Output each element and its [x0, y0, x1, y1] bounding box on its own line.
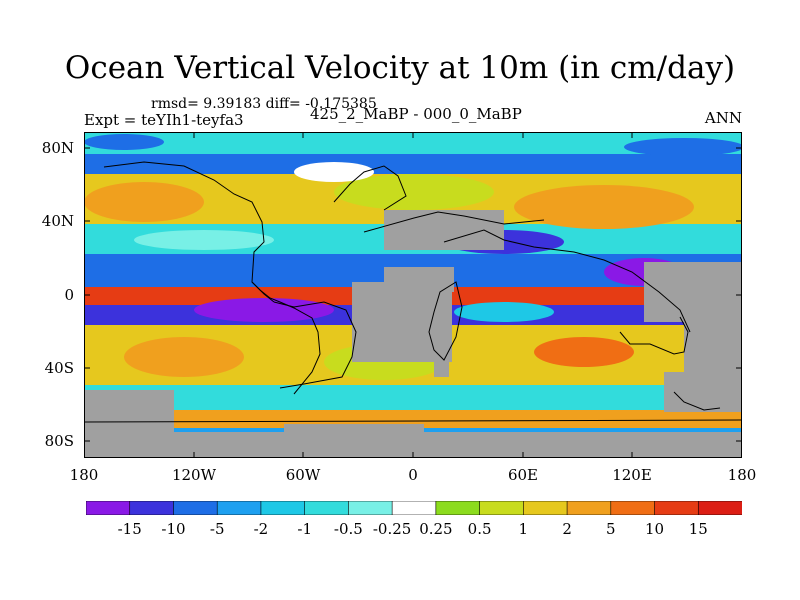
chart-title: Ocean Vertical Velocity at 10m (in cm/da… — [64, 50, 736, 86]
colorbar-segment — [435, 501, 481, 515]
colorbar-segment — [566, 501, 612, 515]
colorbar-label: 0.25 — [419, 520, 453, 538]
stats-line: rmsd= 9.39183 diff= -0.175385 — [151, 96, 377, 112]
lat-label-40s: 40S — [44, 359, 74, 377]
colorbar-segment — [391, 501, 437, 515]
comparison-label: 425_2_MaBP - 000_0_MaBP — [310, 105, 522, 123]
lon-label-0: 0 — [408, 466, 418, 484]
colorbar-segment — [304, 501, 349, 515]
colorbar-label: 0.5 — [467, 520, 492, 538]
colorbar-segment — [348, 501, 393, 515]
colorbar-label: -1 — [297, 520, 312, 538]
velocity-map — [84, 132, 742, 458]
colorbar-segment — [173, 501, 218, 515]
colorbar-label: -0.5 — [333, 520, 363, 538]
lat-label-40n: 40N — [41, 212, 74, 230]
lon-label-120w: 120W — [171, 466, 217, 484]
colorbar-label: 15 — [688, 520, 708, 538]
colorbar-label: -15 — [117, 520, 142, 538]
experiment-label: Expt = teYIh1-teyfa3 — [84, 111, 244, 129]
colorbar-segment — [610, 501, 656, 515]
colorbar-label: -5 — [209, 520, 225, 538]
colorbar — [86, 501, 742, 515]
season-label: ANN — [704, 109, 742, 127]
colorbar-segment — [86, 501, 131, 515]
colorbar-label: 10 — [644, 520, 665, 538]
lat-label-80s: 80S — [44, 432, 74, 450]
lon-label-180w: 180 — [69, 466, 99, 484]
lon-label-60e: 60E — [507, 466, 539, 484]
colorbar-segment — [523, 501, 568, 515]
lat-ticks — [84, 147, 742, 442]
lat-label-80n: 80N — [41, 139, 74, 157]
colorbar-segment — [129, 501, 175, 515]
colorbar-label: -0.25 — [372, 520, 412, 538]
colorbar-segment — [479, 501, 524, 515]
coastlines — [84, 161, 742, 423]
colorbar-segment — [216, 501, 262, 515]
colorbar-label: -2 — [253, 520, 269, 538]
colorbar-segment — [654, 501, 699, 515]
lon-label-60w: 60W — [285, 466, 321, 484]
lon-ticks — [193, 132, 633, 458]
lon-label-120e: 120E — [612, 466, 652, 484]
lat-label-0: 0 — [64, 286, 74, 304]
colorbar-segment — [697, 501, 742, 515]
lon-label-180e: 180 — [727, 466, 757, 484]
colorbar-label: 1 — [518, 520, 529, 538]
colorbar-label: 5 — [606, 520, 616, 538]
colorbar-segment — [260, 501, 306, 515]
colorbar-label: 2 — [562, 520, 572, 538]
colorbar-label: -10 — [161, 520, 186, 538]
